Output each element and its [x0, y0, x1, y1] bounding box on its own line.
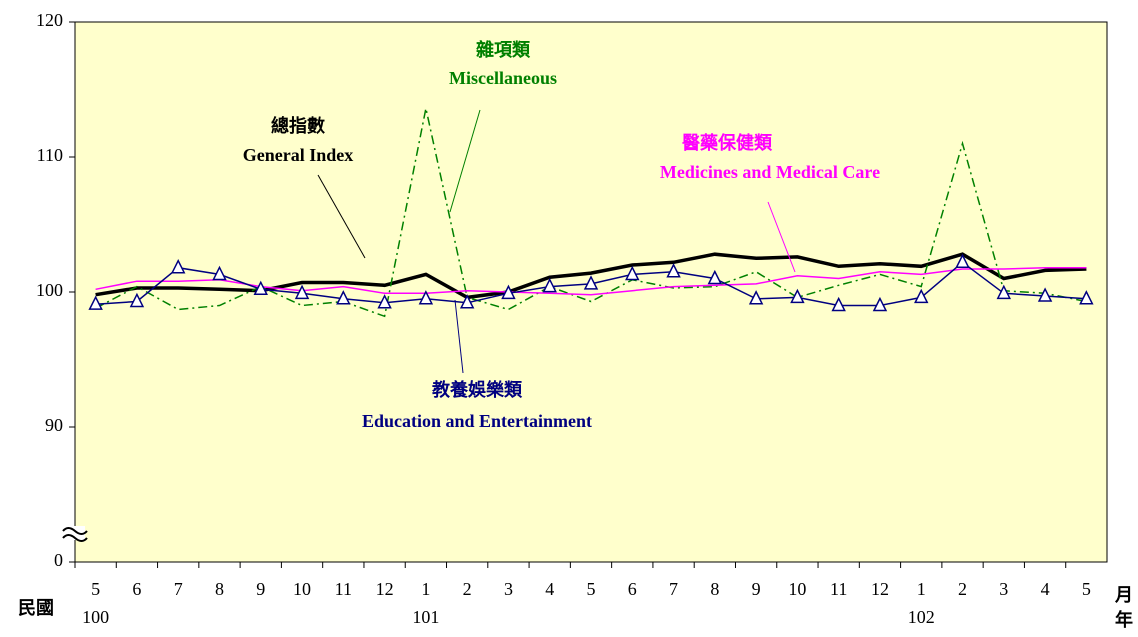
x-tick-label: 1	[917, 579, 926, 599]
x-tick-label: 3	[999, 579, 1008, 599]
series-line	[95, 108, 1087, 318]
axis-break-gap	[65, 526, 85, 540]
x-tick-label: 3	[504, 579, 513, 599]
x-tick-label: 12	[376, 579, 394, 599]
x-tick-label: 9	[752, 579, 761, 599]
marker	[707, 269, 723, 285]
series-name: 教養娛樂類	[432, 379, 523, 400]
marker	[748, 290, 764, 305]
x-tick-label: 2	[463, 579, 472, 599]
series-name: 醫藥保健類	[682, 132, 773, 153]
marker	[1037, 287, 1053, 302]
plot-area	[74, 21, 1108, 563]
x-tick-label: 11	[830, 579, 847, 599]
x-tick-label: 5	[1082, 579, 1091, 599]
x-label-year: 年	[1115, 609, 1133, 630]
y-tick-label: 100	[36, 280, 63, 300]
marker	[459, 294, 475, 309]
marker	[253, 280, 268, 296]
marker	[914, 288, 929, 304]
x-tick-label: 2	[958, 579, 967, 599]
y-tick-label: 110	[37, 145, 63, 165]
x-tick-label: 5	[587, 579, 596, 599]
marker	[294, 284, 310, 300]
axis-break-mark	[62, 527, 88, 542]
x-tick-label: 8	[710, 579, 719, 599]
marker	[666, 263, 681, 278]
x-tick-label: 7	[174, 579, 183, 599]
marker	[418, 290, 434, 305]
year-label: 102	[908, 607, 935, 627]
x-tick-label: 6	[132, 579, 141, 599]
series-name-en: Medicines and Medical Care	[660, 162, 880, 182]
year-label: 101	[412, 607, 439, 627]
y-tick-label: 90	[45, 415, 63, 435]
x-tick-label: 8	[215, 579, 224, 599]
axis-break	[62, 526, 88, 542]
marker	[955, 253, 970, 269]
marker	[501, 284, 516, 300]
x-label-month: 月	[1114, 585, 1133, 605]
series-name: 雜項類	[476, 39, 531, 60]
marker	[129, 292, 145, 308]
x-tick-label: 1	[421, 579, 430, 599]
x-tick-label: 10	[293, 579, 311, 599]
x-tick-label: 10	[788, 579, 806, 599]
x-tick-label: 9	[256, 579, 265, 599]
marker	[170, 259, 186, 274]
x-tick-label: 4	[545, 579, 554, 599]
x-tick-label: 7	[669, 579, 678, 599]
series-name-en: General Index	[243, 145, 354, 165]
marker	[790, 288, 805, 304]
x-tick-label: 6	[628, 579, 637, 599]
series-name-en: Miscellaneous	[449, 68, 557, 88]
marker	[625, 265, 640, 281]
marker	[542, 277, 557, 293]
year-prefix: 民國	[18, 598, 54, 618]
leader-line	[454, 299, 464, 374]
marker	[336, 290, 351, 305]
x-tick-label: 5	[91, 579, 100, 599]
y-tick-label: 0	[54, 550, 63, 570]
x-tick-label: 12	[871, 579, 889, 599]
leader-line	[449, 109, 481, 213]
marker	[1079, 290, 1094, 305]
year-label: 100	[82, 607, 109, 627]
marker	[872, 296, 888, 312]
marker	[583, 275, 599, 290]
y-tick-label: 120	[36, 10, 63, 30]
marker	[88, 295, 103, 310]
leader-line	[317, 174, 366, 259]
marker	[377, 294, 392, 309]
marker	[831, 296, 846, 312]
series-name-en: Education and Entertainment	[362, 411, 592, 431]
x-tick-label: 11	[335, 579, 352, 599]
x-tick-label: 4	[1041, 579, 1050, 599]
leader-line	[767, 201, 796, 273]
marker	[212, 265, 227, 281]
marker	[996, 284, 1012, 300]
series-name: 總指數	[271, 115, 325, 136]
